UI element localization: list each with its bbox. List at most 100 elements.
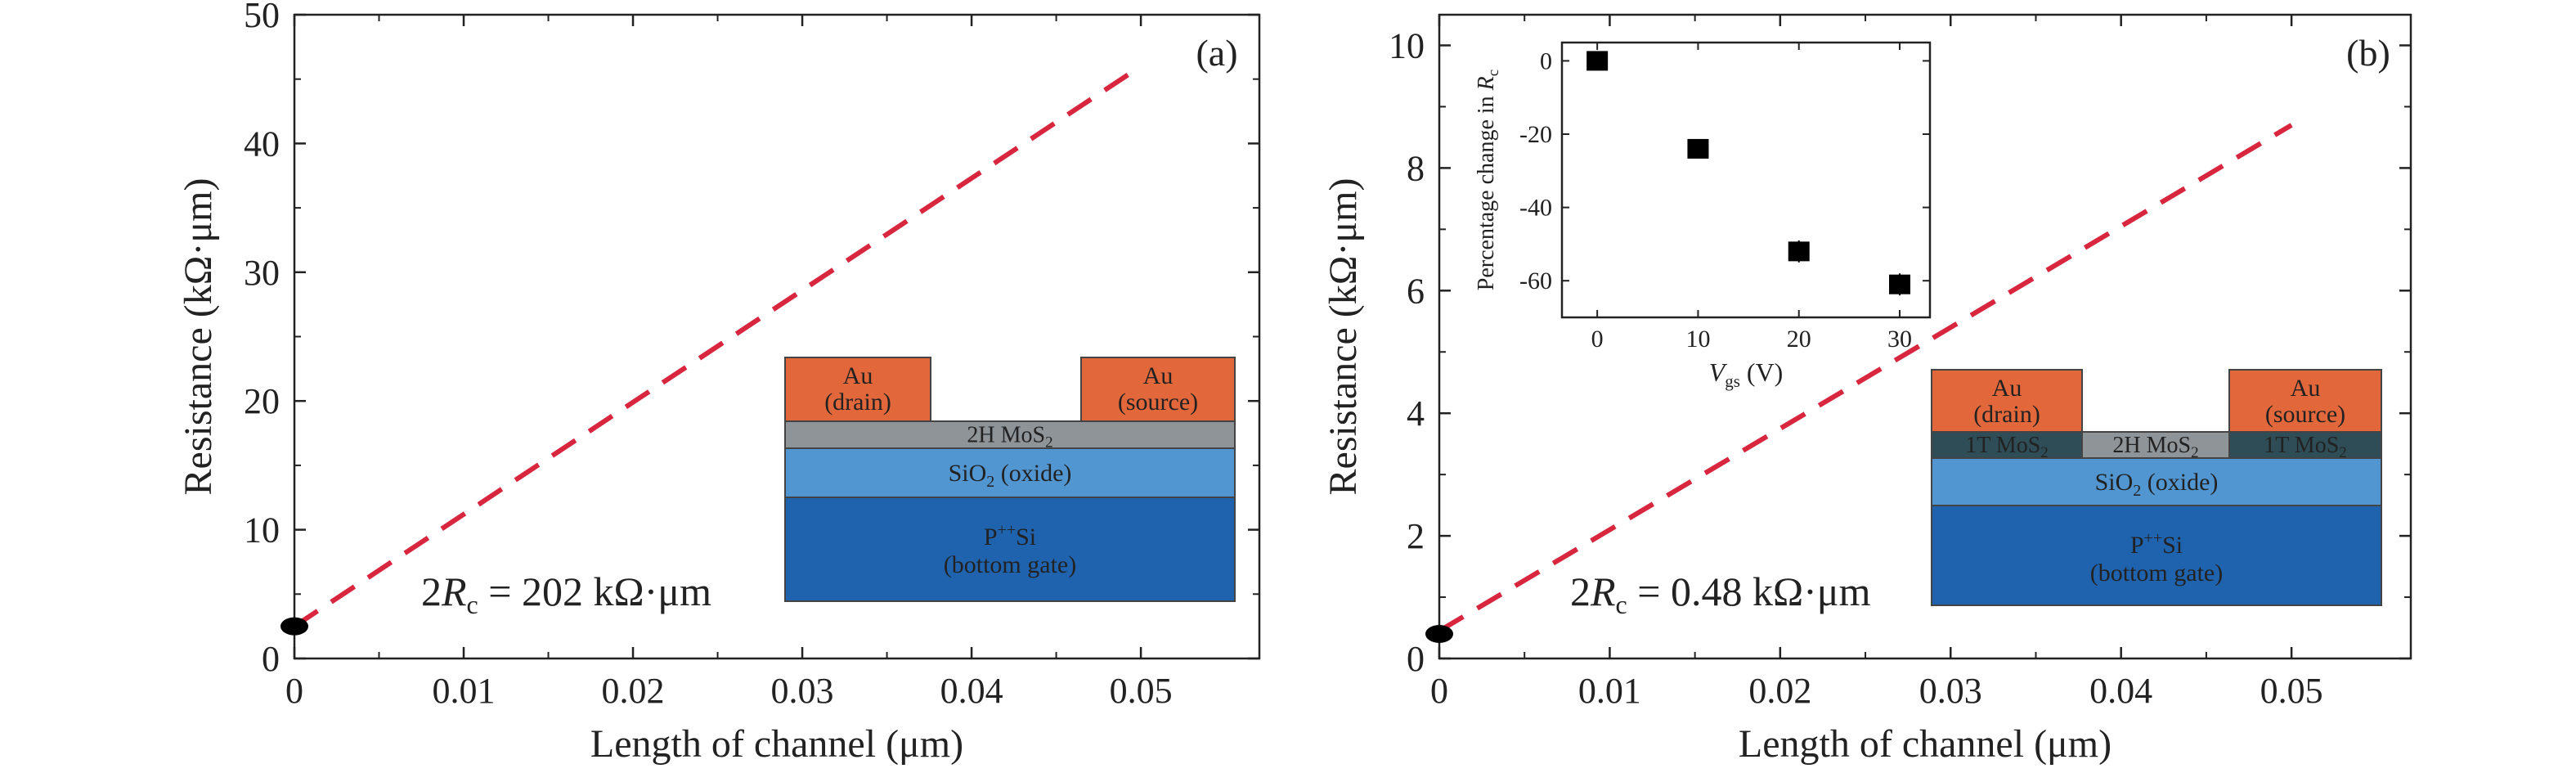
panel-label: (a) bbox=[1196, 32, 1237, 74]
contact-resistance-annotation: 2Rc = 202 kΩ·μm bbox=[421, 569, 711, 619]
annotation-subscript: c bbox=[467, 590, 478, 619]
y-axis-label: Resistance (kΩ·μm) bbox=[1322, 178, 1365, 496]
oxide-label: SiO2 (oxide) bbox=[949, 460, 1072, 491]
oxide-label-text: SiO bbox=[949, 460, 987, 487]
drain-label-line1: Au bbox=[843, 362, 873, 389]
inset-data-point bbox=[1788, 241, 1810, 262]
source-label-line2: (source) bbox=[1118, 389, 1198, 416]
annotation-prefix: 2 bbox=[421, 569, 442, 614]
source-label-line1: Au bbox=[2291, 375, 2321, 402]
gate-label-superscript: ++ bbox=[998, 521, 1016, 539]
oxide-label-text: SiO bbox=[2095, 469, 2134, 496]
oxide-label-rest: (oxide) bbox=[2141, 469, 2218, 496]
gate-label: P++Si bbox=[984, 521, 1036, 551]
source-electrode bbox=[2228, 369, 2382, 433]
gate-layer bbox=[1931, 505, 2382, 606]
y-tick-label: 6 bbox=[1407, 271, 1425, 311]
gate-label-line2: (bottom gate) bbox=[2090, 560, 2223, 586]
inset-x-tick-label: 10 bbox=[1685, 326, 1710, 353]
inset-x-tick-label: 0 bbox=[1591, 326, 1604, 353]
device-diagram: P++Si(bottom gate)SiO2 (oxide)2H MoS2Au(… bbox=[784, 357, 1236, 602]
x-tick-label: 0.01 bbox=[433, 671, 496, 711]
x-axis-label: Length of channel (μm) bbox=[590, 722, 963, 766]
gate-label: P++Si bbox=[2130, 529, 2183, 559]
oxide-layer bbox=[784, 447, 1236, 498]
inset-y-label-text: Percentage change in bbox=[1474, 90, 1499, 290]
x-tick-label: 0 bbox=[1430, 671, 1448, 711]
drain-electrode bbox=[1931, 369, 2083, 433]
channel-layer bbox=[784, 420, 1236, 449]
inset-chart: 0 10 20 30 0 -20 -40 -60 Vgs (V) Percentage chang… bbox=[1474, 41, 1932, 391]
gate-label-prefix: P bbox=[2130, 532, 2144, 559]
y-tick-label: 20 bbox=[244, 381, 280, 421]
annotation-value: = 202 kΩ·μm bbox=[478, 569, 711, 614]
x-tick-label: 0.04 bbox=[940, 671, 1003, 711]
drain-label-line1: Au bbox=[1992, 375, 2022, 402]
oxide-label-subscript: 2 bbox=[986, 473, 994, 491]
channel-label-text: 2H MoS bbox=[967, 423, 1045, 448]
fit-line-dashed bbox=[1438, 123, 2293, 633]
x-tick-label: 0.03 bbox=[771, 671, 834, 711]
y-tick-label: 2 bbox=[1407, 516, 1425, 556]
inset-y-tick-label: -60 bbox=[1519, 267, 1552, 294]
annotation-symbol: R bbox=[1590, 569, 1616, 614]
channel-label: 2H MoS2 bbox=[2112, 433, 2198, 461]
oxide-label: SiO2 (oxide) bbox=[2095, 469, 2219, 500]
gate-layer bbox=[784, 497, 1236, 602]
contact-resistance-annotation: 2Rc = 0.48 kΩ·μm bbox=[1570, 569, 1871, 619]
x-tick-label: 0.05 bbox=[1110, 671, 1173, 711]
source-electrode bbox=[1080, 357, 1236, 422]
gate-label-superscript: ++ bbox=[2144, 529, 2163, 547]
source-label-line1: Au bbox=[1143, 362, 1174, 389]
inset-x-label-rest: (V) bbox=[1740, 357, 1783, 387]
drain-label-line2: (drain) bbox=[1973, 401, 2040, 428]
annotation-prefix: 2 bbox=[1570, 569, 1591, 614]
channel-label-text: 2H MoS bbox=[2112, 433, 2191, 458]
oxide-layer bbox=[1931, 457, 2382, 506]
y-tick-label: 40 bbox=[244, 124, 280, 164]
contact-left-label: 1T MoS2 bbox=[1965, 433, 2049, 461]
panel-a: 0 0.01 0.02 0.03 0.04 0.05 0 10 20 30 40 50 Length o… bbox=[177, 0, 1261, 766]
y-tick-label: 0 bbox=[262, 639, 280, 679]
inset-y-tick-label: -20 bbox=[1519, 121, 1552, 148]
drain-label-line2: (drain) bbox=[824, 389, 891, 416]
x-axis-label: Length of channel (μm) bbox=[1739, 722, 2112, 766]
inset-y-label-subscript: c bbox=[1485, 70, 1502, 76]
device-diagram: P++Si(bottom gate)SiO2 (oxide)1T MoS2 2H … bbox=[1931, 369, 2382, 606]
inset-frame bbox=[1560, 41, 1932, 319]
x-tick-label: 0.04 bbox=[2089, 671, 2152, 711]
y-tick-label: 10 bbox=[244, 510, 280, 551]
gate-label-prefix: P bbox=[984, 524, 998, 551]
inset-x-axis-label: Vgs (V) bbox=[1709, 357, 1784, 391]
annotation-subscript: c bbox=[1616, 590, 1627, 619]
inset-x-label-symbol: V bbox=[1709, 357, 1728, 387]
panel-b: 0 0.01 0.02 0.03 0.04 0.05 0 2 4 6 8 10 Length of ch… bbox=[1322, 13, 2412, 766]
inset-x-tick-label: 30 bbox=[1887, 326, 1912, 353]
contact-right-label-subscript: 2 bbox=[2339, 444, 2347, 461]
y-tick-label: 0 bbox=[1407, 639, 1425, 679]
intercept-marker bbox=[280, 617, 308, 636]
channel-label-subscript: 2 bbox=[1045, 434, 1053, 452]
x-tick-label: 0.03 bbox=[1919, 671, 1982, 711]
inset-y-tick-label: 0 bbox=[1540, 47, 1552, 74]
contact-right-label-text: 1T MoS bbox=[2264, 433, 2339, 458]
gate-label-rest: Si bbox=[1016, 524, 1036, 551]
y-tick-label: 8 bbox=[1407, 148, 1425, 188]
channel-label-subscript: 2 bbox=[2191, 444, 2199, 461]
x-tick-label: 0.05 bbox=[2260, 671, 2323, 711]
inset-x-tick-label: 20 bbox=[1787, 326, 1811, 353]
channel-label: 2H MoS2 bbox=[967, 423, 1052, 452]
contact-right-label: 1T MoS2 bbox=[2264, 433, 2347, 461]
inset-y-axis-label: Percentage change in Rc bbox=[1474, 70, 1502, 290]
y-tick-label: 30 bbox=[244, 253, 280, 293]
source-label-line2: (source) bbox=[2265, 401, 2345, 428]
y-axis-label: Resistance (kΩ·μm) bbox=[177, 178, 220, 496]
panel-label: (b) bbox=[2346, 32, 2390, 74]
inset-data-point bbox=[1586, 51, 1609, 71]
oxide-label-subscript: 2 bbox=[2133, 482, 2141, 500]
y-tick-label: 4 bbox=[1407, 393, 1425, 434]
contact-left-layer bbox=[1931, 431, 2083, 459]
contact-left-label-text: 1T MoS bbox=[1965, 433, 2040, 458]
